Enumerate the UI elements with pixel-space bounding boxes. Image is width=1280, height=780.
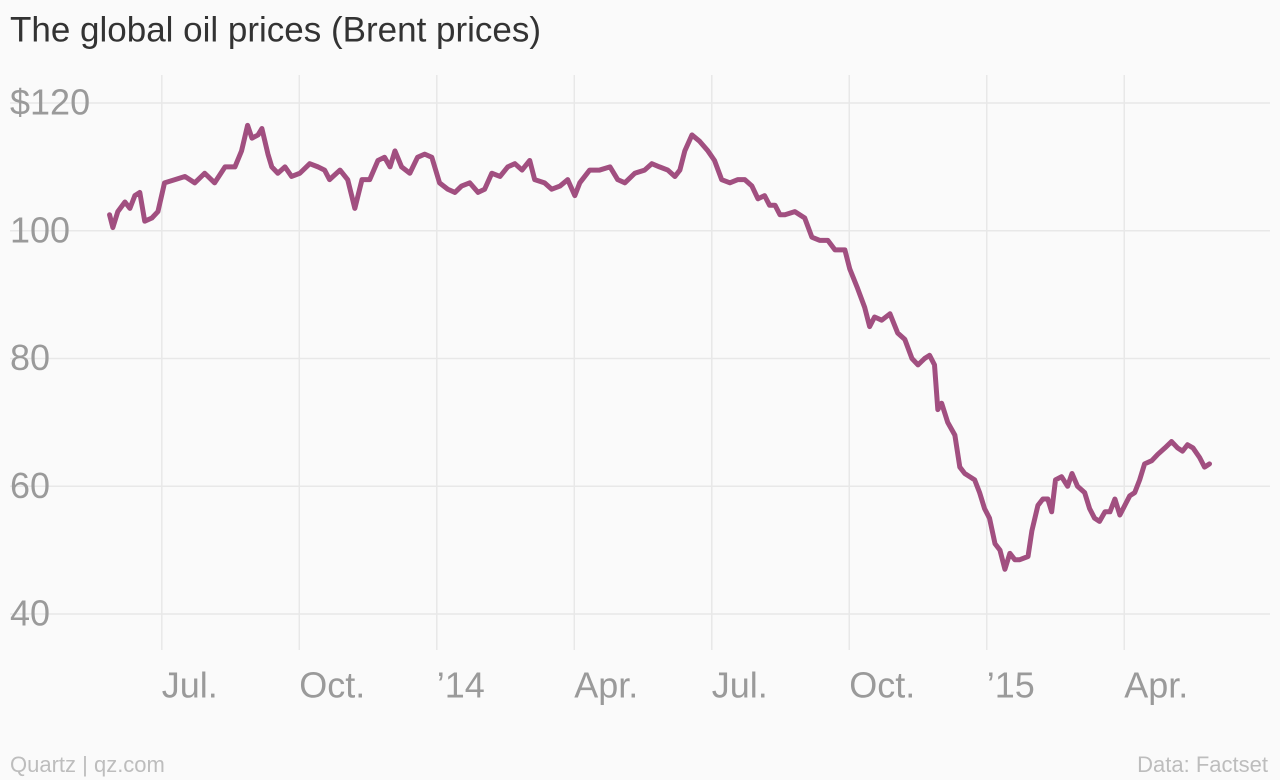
x-tick-label: Apr.: [1124, 665, 1188, 706]
x-tick-label: Oct.: [299, 665, 365, 706]
x-tick-label: ’15: [987, 665, 1035, 706]
y-tick-label: 100: [10, 209, 70, 250]
price-line: [107, 122, 1212, 572]
x-tick-label: ’14: [437, 665, 485, 706]
y-tick-label: 60: [10, 465, 50, 506]
y-tick-label: $120: [10, 82, 90, 123]
x-tick-label: Apr.: [574, 665, 638, 706]
x-tick-label: Jul.: [162, 665, 218, 706]
chart-title: The global oil prices (Brent prices): [10, 10, 541, 49]
y-tick-label: 40: [10, 593, 50, 634]
x-tick-label: Oct.: [849, 665, 915, 706]
y-tick-label: 80: [10, 337, 50, 378]
source: Quartz | qz.com: [10, 752, 165, 777]
credit: Data: Factset: [1137, 752, 1268, 777]
x-tick-label: Jul.: [712, 665, 768, 706]
